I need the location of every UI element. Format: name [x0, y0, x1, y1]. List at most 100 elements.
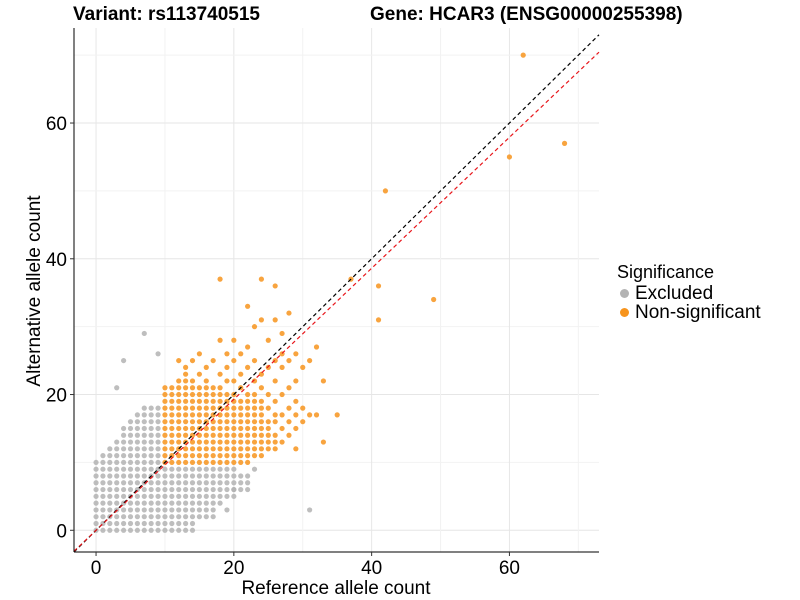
point-excluded [127, 473, 134, 479]
point-excluded [121, 439, 127, 445]
point-excluded [148, 405, 154, 411]
point-excluded [162, 527, 168, 533]
point-non-significant [251, 405, 258, 411]
point-non-significant [203, 459, 209, 466]
point-non-significant [183, 446, 189, 452]
point-excluded [141, 439, 147, 445]
point-non-significant [258, 371, 265, 377]
point-non-significant [203, 378, 209, 384]
point-non-significant [245, 364, 251, 370]
point-excluded [121, 520, 127, 527]
point-non-significant [224, 419, 230, 425]
chart-title-gene: Gene: HCAR3 (ENSG00000255398) [370, 4, 683, 25]
point-excluded [141, 412, 147, 418]
point-excluded [148, 412, 154, 418]
point-non-significant [286, 432, 292, 438]
point-excluded [183, 520, 189, 527]
point-excluded [141, 493, 147, 499]
point-excluded [141, 473, 147, 479]
point-excluded [176, 486, 182, 493]
y-tick-label: 0 [56, 521, 67, 542]
point-non-significant [196, 371, 202, 377]
point-excluded [114, 385, 120, 391]
point-non-significant [176, 439, 182, 445]
point-non-significant [203, 385, 209, 391]
point-non-significant [224, 412, 230, 418]
point-non-significant [210, 459, 216, 466]
point-non-significant [169, 398, 175, 404]
point-non-significant [238, 446, 244, 452]
point-excluded [134, 473, 140, 479]
point-excluded [210, 466, 216, 472]
point-non-significant [189, 357, 196, 364]
point-excluded [121, 480, 127, 486]
point-non-significant [169, 391, 175, 398]
point-excluded [134, 507, 140, 513]
point-excluded [169, 507, 175, 513]
point-excluded [127, 514, 134, 520]
point-excluded [251, 466, 258, 472]
point-non-significant [238, 398, 244, 404]
y-tick-label: 20 [46, 386, 67, 407]
point-excluded [238, 480, 244, 486]
point-non-significant [176, 405, 182, 411]
point-excluded [169, 500, 175, 506]
point-non-significant [313, 344, 320, 350]
point-non-significant [245, 419, 251, 425]
point-non-significant [334, 412, 340, 418]
point-non-significant [231, 459, 237, 466]
point-excluded [155, 432, 161, 438]
point-non-significant [251, 324, 258, 330]
point-excluded [127, 500, 134, 506]
point-non-significant [183, 371, 189, 377]
point-excluded [210, 480, 216, 486]
point-non-significant [506, 154, 513, 160]
point-excluded [141, 507, 147, 513]
point-excluded [183, 473, 189, 479]
point-excluded [231, 473, 237, 479]
point-non-significant [245, 412, 251, 418]
point-non-significant [217, 385, 223, 391]
point-non-significant [238, 371, 244, 377]
point-excluded [141, 453, 147, 459]
point-excluded [155, 493, 161, 499]
point-non-significant [265, 391, 271, 398]
point-non-significant [203, 446, 209, 452]
point-excluded [148, 493, 154, 499]
point-excluded [127, 466, 134, 472]
point-excluded [100, 486, 106, 493]
point-excluded [100, 514, 106, 520]
point-excluded [155, 425, 161, 432]
point-non-significant [286, 405, 292, 411]
point-non-significant [320, 378, 327, 384]
point-excluded [93, 520, 99, 527]
point-excluded [162, 514, 168, 520]
point-non-significant [231, 425, 237, 432]
point-non-significant [162, 453, 168, 459]
point-excluded [155, 500, 161, 506]
point-excluded [169, 514, 175, 520]
point-excluded [196, 507, 202, 513]
point-excluded [238, 473, 244, 479]
point-excluded [93, 480, 99, 486]
point-excluded [141, 405, 147, 411]
point-excluded [148, 432, 154, 438]
point-non-significant [189, 419, 196, 425]
point-non-significant [176, 432, 182, 438]
point-excluded [155, 486, 161, 493]
point-non-significant [265, 439, 271, 445]
point-non-significant [203, 432, 209, 438]
point-excluded [134, 480, 140, 486]
point-excluded [155, 507, 161, 513]
point-excluded [148, 466, 154, 472]
point-excluded [134, 520, 140, 527]
legend-dot-excluded [620, 289, 629, 298]
point-non-significant [251, 391, 258, 398]
point-excluded [307, 507, 313, 513]
point-non-significant [431, 296, 437, 303]
point-excluded [169, 473, 175, 479]
point-excluded [183, 507, 189, 513]
point-non-significant [224, 405, 230, 411]
point-non-significant [245, 453, 251, 459]
